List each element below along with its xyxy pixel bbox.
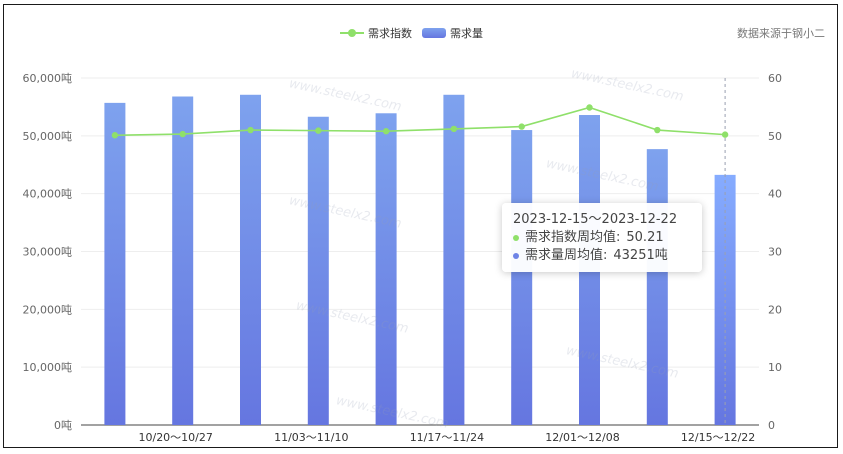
y-right-tick-label: 60 (768, 72, 782, 85)
chart-bar (307, 116, 329, 425)
y-right-tick-label: 30 (768, 246, 782, 259)
chart-bar (104, 102, 126, 425)
x-tick-label: 10/20～10/27 (138, 431, 212, 444)
index-point (179, 130, 186, 138)
tooltip-volume-value: 43251吨 (613, 248, 668, 263)
legend-item-index[interactable]: 需求指数 (340, 25, 412, 41)
index-point (518, 123, 525, 130)
chart-tooltip: 2023-12-15～2023-12-22 需求指数周均值: 50.21 需求量… (502, 203, 702, 272)
index-point (450, 125, 458, 133)
bar-legend-icon (422, 28, 446, 38)
x-tick-label: 11/17～11/24 (410, 431, 484, 444)
x-tick-label: 12/01～12/08 (545, 431, 619, 444)
y-left-tick-label: 10,000吨 (23, 361, 73, 374)
index-point (654, 126, 661, 134)
y-left-tick-label: 60,000吨 (23, 72, 73, 85)
line-legend-icon (340, 28, 364, 38)
index-line (114, 106, 726, 137)
y-right-tick-label: 10 (768, 361, 782, 374)
y-right-tick-label: 40 (768, 188, 782, 201)
tooltip-volume-label: 需求量周均值: (525, 248, 608, 263)
y-right-tick-label: 0 (768, 419, 775, 432)
index-point (247, 126, 254, 134)
chart-legend: 需求指数 需求量 (340, 25, 483, 41)
y-left-tick-label: 0吨 (54, 419, 72, 432)
volume-dot-icon (513, 253, 519, 259)
index-point (586, 104, 593, 111)
y-left-tick-label: 40,000吨 (23, 188, 73, 201)
legend-label-volume: 需求量 (450, 27, 483, 40)
index-point (382, 128, 390, 135)
x-tick-label: 12/15～12/22 (681, 431, 755, 444)
y-right-tick-label: 50 (768, 130, 782, 143)
x-tick-label: 11/03～11/10 (274, 431, 348, 444)
index-dot-icon (513, 235, 519, 241)
index-point (111, 132, 119, 139)
legend-item-volume[interactable]: 需求量 (422, 25, 483, 41)
chart-bar (375, 113, 397, 426)
y-left-tick-label: 30,000吨 (23, 246, 73, 259)
y-left-tick-label: 50,000吨 (23, 130, 73, 143)
tooltip-title: 2023-12-15～2023-12-22 (513, 212, 678, 227)
tooltip-row-index: 需求指数周均值: 50.21 (513, 229, 691, 247)
y-right-tick-label: 20 (768, 303, 782, 316)
source-note: 数据来源于钢小二 (737, 27, 825, 40)
tooltip-index-label: 需求指数周均值: (525, 230, 621, 245)
tooltip-index-value: 50.21 (626, 230, 664, 245)
chart-bar (240, 94, 261, 425)
chart-bar (172, 96, 194, 426)
chart-bar (714, 174, 736, 425)
tooltip-row-volume: 需求量周均值: 43251吨 (513, 247, 691, 265)
legend-label-index: 需求指数 (368, 27, 412, 40)
chart-bar (443, 94, 465, 425)
chart-bar (511, 130, 533, 426)
index-point (315, 127, 322, 134)
index-point (721, 131, 729, 138)
y-left-tick-label: 20,000吨 (23, 303, 73, 316)
